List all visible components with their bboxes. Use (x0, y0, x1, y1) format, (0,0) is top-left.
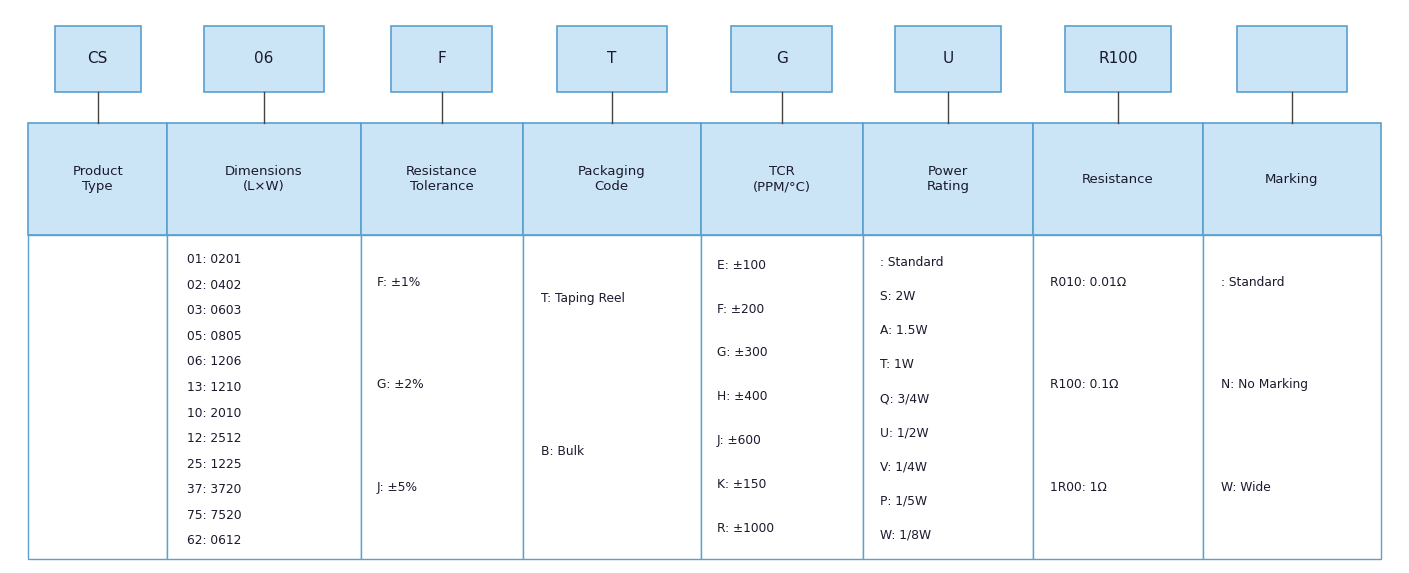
Text: F: ±200: F: ±200 (717, 303, 764, 316)
Text: A: 1.5W: A: 1.5W (881, 324, 927, 337)
Text: P: 1/5W: P: 1/5W (881, 494, 927, 507)
Text: S: 2W: S: 2W (881, 290, 916, 303)
Text: Power
Rating: Power Rating (927, 165, 969, 193)
FancyBboxPatch shape (392, 26, 492, 92)
Text: TCR
(PPM/°C): TCR (PPM/°C) (752, 165, 810, 193)
Text: Resistance
Tolerance: Resistance Tolerance (406, 165, 478, 193)
Text: U: 1/2W: U: 1/2W (881, 426, 929, 439)
Text: F: ±1%: F: ±1% (376, 276, 420, 289)
Text: 06: 06 (254, 51, 273, 66)
FancyBboxPatch shape (1237, 26, 1347, 92)
Text: R100: 0.1Ω: R100: 0.1Ω (1050, 378, 1119, 391)
Text: J: ±5%: J: ±5% (376, 481, 418, 494)
FancyBboxPatch shape (168, 235, 361, 559)
Text: W: 1/8W: W: 1/8W (881, 528, 931, 541)
Text: G: ±2%: G: ±2% (376, 378, 423, 391)
Text: 03: 0603: 03: 0603 (186, 304, 241, 317)
FancyBboxPatch shape (700, 123, 862, 235)
Text: F: F (437, 51, 447, 66)
Text: B: Bulk: B: Bulk (541, 445, 583, 458)
Text: G: ±300: G: ±300 (717, 346, 768, 359)
FancyBboxPatch shape (361, 235, 523, 559)
Text: G: G (776, 51, 788, 66)
Text: Product
Type: Product Type (72, 165, 123, 193)
Text: 05: 0805: 05: 0805 (186, 330, 241, 343)
Text: J: ±600: J: ±600 (717, 434, 762, 447)
Text: T: 1W: T: 1W (881, 358, 914, 371)
Text: 13: 1210: 13: 1210 (186, 381, 241, 394)
Text: N: No Marking: N: No Marking (1220, 378, 1308, 391)
Text: 12: 2512: 12: 2512 (186, 432, 241, 445)
Text: T: T (607, 51, 616, 66)
Text: R100: R100 (1098, 51, 1138, 66)
FancyBboxPatch shape (361, 123, 523, 235)
Text: 01: 0201: 01: 0201 (186, 253, 241, 266)
Text: Dimensions
(L×W): Dimensions (L×W) (225, 165, 303, 193)
FancyBboxPatch shape (1203, 123, 1381, 235)
Text: : Standard: : Standard (881, 256, 944, 269)
FancyBboxPatch shape (895, 26, 1000, 92)
Text: H: ±400: H: ±400 (717, 390, 768, 403)
Text: 25: 1225: 25: 1225 (186, 458, 241, 470)
FancyBboxPatch shape (1203, 235, 1381, 559)
Text: 06: 1206: 06: 1206 (186, 355, 241, 368)
Text: CS: CS (87, 51, 108, 66)
Text: 10: 2010: 10: 2010 (186, 407, 241, 419)
Text: R010: 0.01Ω: R010: 0.01Ω (1050, 276, 1126, 289)
Text: 02: 0402: 02: 0402 (186, 279, 241, 292)
FancyBboxPatch shape (862, 123, 1033, 235)
Text: V: 1/4W: V: 1/4W (881, 460, 927, 473)
FancyBboxPatch shape (204, 26, 324, 92)
Text: Resistance: Resistance (1082, 172, 1154, 186)
Text: K: ±150: K: ±150 (717, 478, 766, 490)
FancyBboxPatch shape (55, 26, 141, 92)
FancyBboxPatch shape (1033, 235, 1203, 559)
Text: 1R00: 1Ω: 1R00: 1Ω (1050, 481, 1107, 494)
FancyBboxPatch shape (557, 26, 666, 92)
Text: U: U (943, 51, 954, 66)
Text: 62: 0612: 62: 0612 (186, 534, 241, 547)
Text: Q: 3/4W: Q: 3/4W (881, 392, 929, 405)
Text: T: Taping Reel: T: Taping Reel (541, 292, 624, 305)
FancyBboxPatch shape (28, 123, 168, 235)
FancyBboxPatch shape (731, 26, 833, 92)
Text: 75: 7520: 75: 7520 (186, 509, 241, 522)
Text: Packaging
Code: Packaging Code (578, 165, 645, 193)
FancyBboxPatch shape (28, 235, 168, 559)
Text: Marking: Marking (1265, 172, 1319, 186)
Text: E: ±100: E: ±100 (717, 259, 766, 272)
FancyBboxPatch shape (168, 123, 361, 235)
FancyBboxPatch shape (862, 235, 1033, 559)
FancyBboxPatch shape (1065, 26, 1171, 92)
FancyBboxPatch shape (523, 235, 700, 559)
Text: R: ±1000: R: ±1000 (717, 521, 774, 535)
FancyBboxPatch shape (1033, 123, 1203, 235)
Text: 37: 3720: 37: 3720 (186, 483, 241, 496)
FancyBboxPatch shape (700, 235, 862, 559)
Text: : Standard: : Standard (1220, 276, 1285, 289)
Text: W: Wide: W: Wide (1220, 481, 1271, 494)
FancyBboxPatch shape (523, 123, 700, 235)
